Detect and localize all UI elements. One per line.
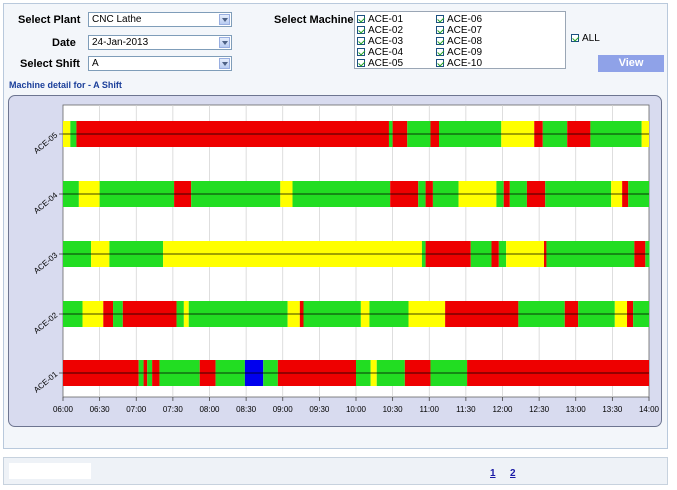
timeline-segment — [649, 241, 650, 267]
chevron-down-icon[interactable] — [219, 37, 230, 48]
machine-checkbox[interactable]: ACE-02 — [357, 25, 403, 36]
plant-label: Select Plant — [18, 14, 81, 26]
shift-select[interactable]: A — [88, 56, 232, 71]
machine-label: Select Machine — [274, 14, 354, 26]
chevron-down-icon[interactable] — [219, 58, 230, 69]
page-link-1[interactable]: 1 — [490, 468, 496, 479]
x-tick-label: 10:00 — [346, 405, 367, 414]
chevron-down-icon[interactable] — [219, 14, 230, 25]
row-label: ACE-05 — [32, 130, 60, 155]
checkbox-checked-icon[interactable] — [436, 59, 444, 67]
x-tick-label: 13:30 — [602, 405, 623, 414]
checkbox-checked-icon[interactable] — [357, 26, 365, 34]
checkbox-checked-icon[interactable] — [436, 48, 444, 56]
x-tick-label: 10:30 — [383, 405, 404, 414]
row-label: ACE-01 — [32, 369, 60, 394]
date-label: Date — [52, 37, 76, 49]
checkbox-checked-icon[interactable] — [436, 26, 444, 34]
machine-checkbox[interactable]: ACE-08 — [436, 36, 482, 47]
x-tick-label: 06:00 — [53, 405, 74, 414]
all-checkbox[interactable]: ALL — [571, 33, 600, 44]
x-tick-label: 11:30 — [456, 405, 476, 414]
x-tick-label: 06:30 — [90, 405, 111, 414]
x-tick-label: 07:30 — [163, 405, 184, 414]
date-picker[interactable]: 24-Jan-2013 — [88, 35, 232, 50]
page-link-2[interactable]: 2 — [510, 468, 516, 479]
x-tick-label: 11:00 — [420, 405, 440, 414]
machine-checkbox[interactable]: ACE-06 — [436, 14, 482, 25]
checkbox-checked-icon[interactable] — [357, 37, 365, 45]
checkbox-checked-icon[interactable] — [436, 15, 444, 23]
machine-list[interactable]: ACE-01 ACE-02 ACE-03 ACE-04 ACE-05 ACE-0… — [354, 11, 566, 69]
section-title: Machine detail for - A Shift — [9, 80, 122, 90]
machine-checkbox[interactable]: ACE-10 — [436, 58, 482, 69]
x-tick-label: 09:30 — [309, 405, 330, 414]
view-button[interactable]: View — [598, 55, 664, 72]
footer-field — [9, 463, 91, 479]
machine-checkbox[interactable]: ACE-05 — [357, 58, 403, 69]
plant-select[interactable]: CNC Lathe — [88, 12, 232, 27]
row-label: ACE-03 — [32, 250, 60, 275]
machine-timeline-chart: 06:00 06:30 07:00 07:30 08:00 08:30 09:00 09:30… — [32, 104, 660, 414]
checkbox-checked-icon[interactable] — [436, 37, 444, 45]
x-tick-label: 14:00 — [639, 405, 660, 414]
x-tick-label: 07:00 — [126, 405, 147, 414]
checkbox-checked-icon[interactable] — [357, 59, 365, 67]
plant-select-value: CNC Lathe — [92, 14, 142, 25]
shift-select-value: A — [92, 58, 99, 69]
checkbox-checked-icon[interactable] — [571, 34, 579, 42]
row-label: ACE-04 — [32, 190, 60, 215]
checkbox-checked-icon[interactable] — [357, 15, 365, 23]
x-tick-label: 12:30 — [529, 405, 550, 414]
row-label: ACE-02 — [32, 310, 60, 335]
x-tick-label: 08:00 — [199, 405, 220, 414]
date-picker-value: 24-Jan-2013 — [92, 37, 149, 48]
machine-checkbox[interactable]: ACE-04 — [357, 47, 403, 58]
machine-checkbox[interactable]: ACE-03 — [357, 36, 403, 47]
machine-checkbox[interactable]: ACE-07 — [436, 25, 482, 36]
x-tick-label: 08:30 — [236, 405, 257, 414]
machine-checkbox[interactable]: ACE-01 — [357, 14, 403, 25]
x-tick-label: 09:00 — [273, 405, 294, 414]
x-tick-label: 13:00 — [566, 405, 587, 414]
shift-label: Select Shift — [20, 58, 80, 70]
footer-bar: 1 2 — [3, 457, 668, 485]
checkbox-checked-icon[interactable] — [357, 48, 365, 56]
machine-checkbox[interactable]: ACE-09 — [436, 47, 482, 58]
x-tick-label: 12:00 — [492, 405, 513, 414]
chart-container: 06:00 06:30 07:00 07:30 08:00 08:30 09:00 09:30… — [8, 95, 662, 427]
